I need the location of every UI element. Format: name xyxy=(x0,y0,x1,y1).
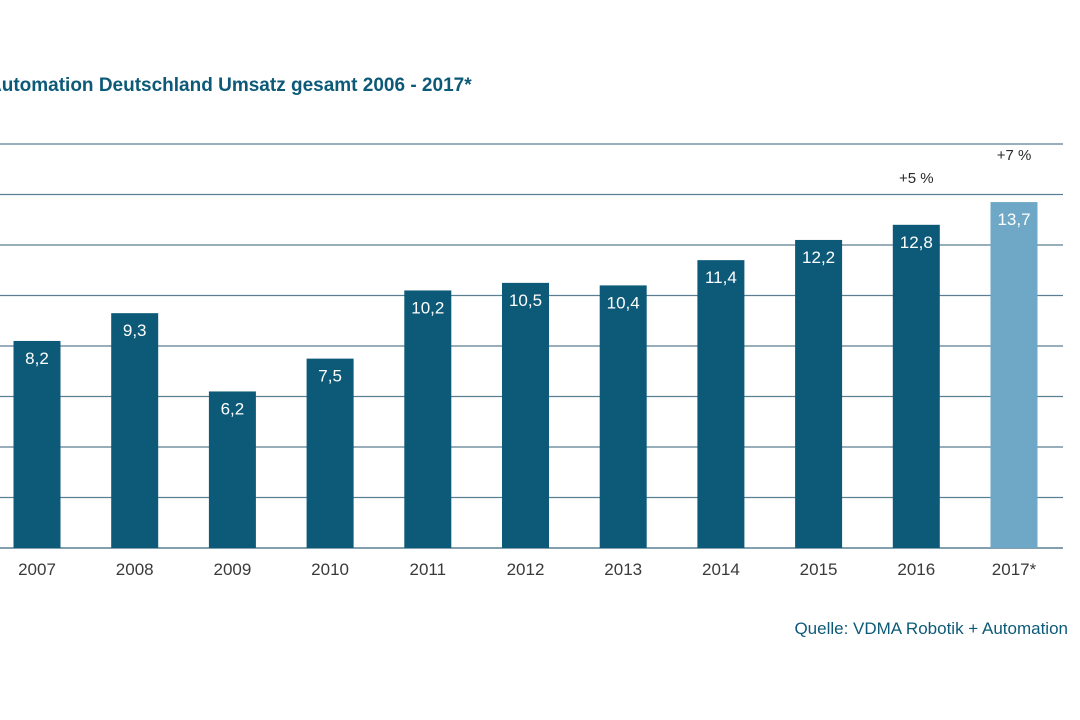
x-tick-label: 2015 xyxy=(800,560,838,579)
bar-value-label: 11,4 xyxy=(705,268,737,287)
chart-title: Automation Deutschland Umsatz gesamt 200… xyxy=(0,75,472,96)
bar-value-label: 10,4 xyxy=(607,293,640,312)
x-tick-label: 2007 xyxy=(18,560,56,579)
bar xyxy=(404,290,452,548)
bar xyxy=(502,282,549,548)
bar-value-label: 10,2 xyxy=(411,298,444,317)
bar-value-label: 12,2 xyxy=(802,248,835,267)
x-tick-label: 2009 xyxy=(213,560,251,579)
bar-value-label: 6,2 xyxy=(221,399,245,418)
bar-value-label: 7,5 xyxy=(318,367,342,386)
growth-annotation: +5 % xyxy=(899,170,934,187)
bar xyxy=(13,340,61,548)
x-tick-labels: 2007 2008 2009 2010 2011 2012 2013 2014 2015 2016… xyxy=(18,560,1037,579)
bar-value-label: 8,2 xyxy=(25,349,49,368)
bar xyxy=(990,202,1038,548)
bar-value-label: 13,7 xyxy=(997,210,1030,229)
bar xyxy=(697,260,745,548)
x-tick-label: 2013 xyxy=(604,560,642,579)
x-tick-label: 2008 xyxy=(116,560,154,579)
bars xyxy=(13,202,1038,549)
x-tick-label: 2017* xyxy=(992,560,1037,579)
x-tick-label: 2012 xyxy=(507,560,545,579)
growth-annotation: +7 % xyxy=(997,147,1032,164)
x-tick-label: 2016 xyxy=(897,560,935,579)
source-note: Quelle: VDMA Robotik + Automation xyxy=(794,619,1068,638)
bar xyxy=(111,313,159,548)
bar-value-label: 9,3 xyxy=(123,321,147,340)
annotations: +5 % +7 % xyxy=(899,147,1031,187)
x-tick-label: 2011 xyxy=(410,560,447,579)
bar xyxy=(795,239,843,548)
bar-value-label: 12,8 xyxy=(900,233,933,252)
x-tick-label: 2010 xyxy=(311,560,349,579)
bar xyxy=(306,358,354,548)
bar xyxy=(208,391,256,548)
bar xyxy=(892,224,940,549)
bar xyxy=(599,285,647,548)
x-tick-label: 2014 xyxy=(702,560,740,579)
bar-value-label: 10,5 xyxy=(509,291,542,310)
value-labels: 8,2 9,3 6,2 7,5 10,2 10,5 10,4 11,4 12,2 12,8 13,7 xyxy=(25,210,1030,418)
